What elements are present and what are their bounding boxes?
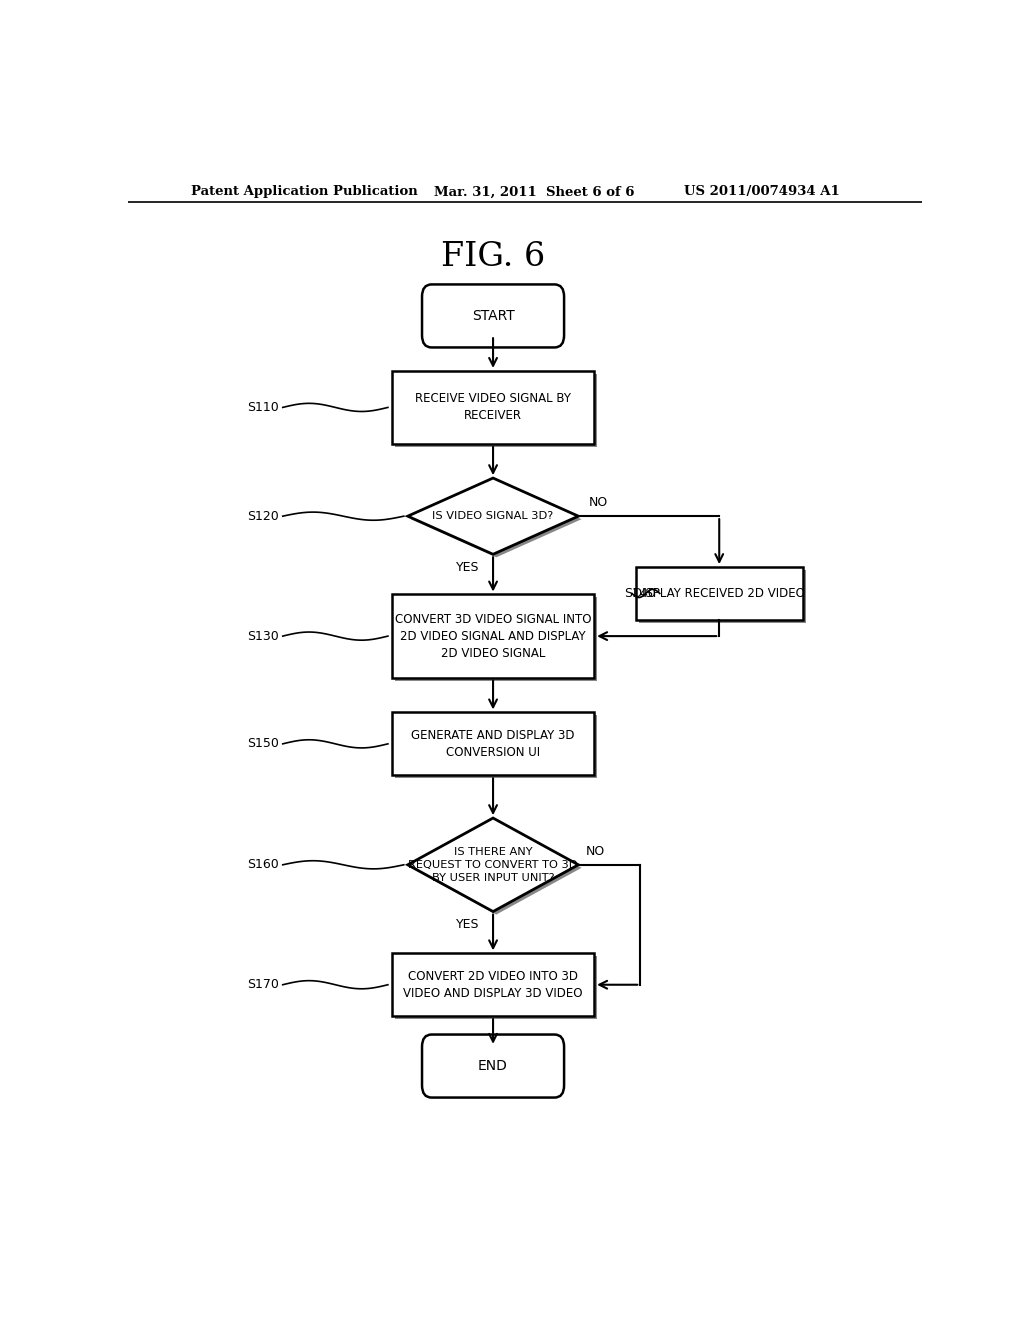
Text: S130: S130 (247, 630, 279, 643)
Bar (395, 956, 597, 1019)
Text: S170: S170 (247, 978, 279, 991)
Polygon shape (408, 818, 579, 912)
Text: DISPLAY RECEIVED 2D VIDEO: DISPLAY RECEIVED 2D VIDEO (633, 587, 805, 599)
Text: Mar. 31, 2011  Sheet 6 of 6: Mar. 31, 2011 Sheet 6 of 6 (433, 185, 634, 198)
Text: IS THERE ANY
REQUEST TO CONVERT TO 3D
BY USER INPUT UNIT?: IS THERE ANY REQUEST TO CONVERT TO 3D BY… (409, 846, 578, 883)
Text: IS VIDEO SIGNAL 3D?: IS VIDEO SIGNAL 3D? (432, 511, 554, 521)
Text: Patent Application Publication: Patent Application Publication (191, 185, 418, 198)
Text: YES: YES (456, 561, 479, 574)
Text: GENERATE AND DISPLAY 3D
CONVERSION UI: GENERATE AND DISPLAY 3D CONVERSION UI (412, 729, 574, 759)
Polygon shape (408, 478, 579, 554)
Polygon shape (411, 821, 582, 915)
Text: S110: S110 (247, 401, 279, 414)
Text: S150: S150 (247, 738, 279, 750)
Text: CONVERT 2D VIDEO INTO 3D
VIDEO AND DISPLAY 3D VIDEO: CONVERT 2D VIDEO INTO 3D VIDEO AND DISPL… (403, 970, 583, 999)
Bar (636, 568, 803, 620)
Text: CONVERT 3D VIDEO SIGNAL INTO
2D VIDEO SIGNAL AND DISPLAY
2D VIDEO SIGNAL: CONVERT 3D VIDEO SIGNAL INTO 2D VIDEO SI… (395, 612, 591, 660)
Bar (395, 598, 597, 681)
Text: S160: S160 (247, 858, 279, 871)
Text: S140: S140 (624, 587, 655, 599)
Text: RECEIVE VIDEO SIGNAL BY
RECEIVER: RECEIVE VIDEO SIGNAL BY RECEIVER (415, 392, 571, 422)
Bar (392, 953, 594, 1016)
Bar (395, 374, 597, 447)
Text: US 2011/0074934 A1: US 2011/0074934 A1 (684, 185, 840, 198)
Text: NO: NO (589, 496, 608, 510)
Text: S120: S120 (247, 510, 279, 523)
Bar (395, 715, 597, 779)
Text: START: START (472, 309, 514, 323)
Text: FIG. 6: FIG. 6 (441, 242, 545, 273)
Bar (639, 570, 806, 623)
Bar (392, 594, 594, 677)
FancyBboxPatch shape (422, 284, 564, 347)
Text: END: END (478, 1059, 508, 1073)
Text: NO: NO (586, 845, 605, 858)
FancyBboxPatch shape (422, 1035, 564, 1097)
Polygon shape (411, 480, 582, 557)
Bar (392, 713, 594, 775)
Bar (392, 371, 594, 444)
Text: YES: YES (456, 919, 479, 932)
